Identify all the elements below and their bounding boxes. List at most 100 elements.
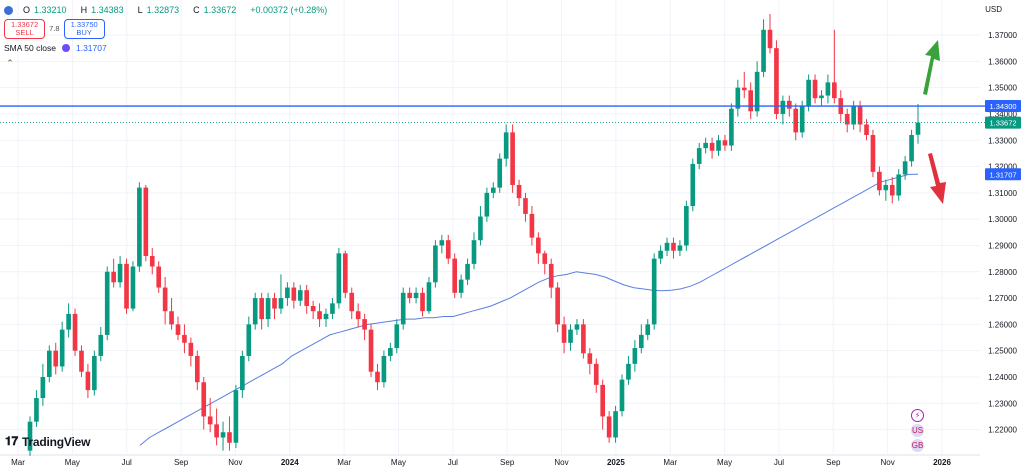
lightning-icon[interactable]: ⚡ xyxy=(911,409,924,422)
candle-body xyxy=(278,298,284,309)
x-tick-label: May xyxy=(391,458,406,467)
x-tick-label: Jul xyxy=(122,458,132,467)
candle-body xyxy=(613,411,618,438)
candle xyxy=(104,266,110,341)
candle xyxy=(111,258,116,288)
y-tick-label: 1.25000 xyxy=(988,347,1017,356)
close-label: C xyxy=(193,5,200,15)
candle xyxy=(285,282,290,306)
candle-body xyxy=(304,290,310,306)
candle xyxy=(548,258,554,299)
collapse-legend-icon[interactable]: ⌃ xyxy=(6,58,14,68)
candle xyxy=(555,282,560,333)
candle-body xyxy=(394,324,400,349)
candle-body xyxy=(452,258,458,293)
candle-body xyxy=(651,258,657,325)
candle xyxy=(877,166,882,196)
candle xyxy=(767,14,773,54)
candle-body xyxy=(896,174,902,196)
annotation-arrows xyxy=(923,40,946,204)
candle-body xyxy=(748,90,754,112)
candle-body xyxy=(413,292,419,299)
candle xyxy=(915,103,921,144)
candle xyxy=(40,363,46,406)
candle-body xyxy=(581,324,586,354)
ohlc-high: H 1.34383 xyxy=(81,4,128,16)
y-tick-label: 1.28000 xyxy=(988,268,1017,277)
candle xyxy=(317,303,322,328)
x-tick-label: Nov xyxy=(881,458,895,467)
candle xyxy=(433,240,438,288)
candle-body xyxy=(259,298,264,320)
candle-body xyxy=(72,313,78,351)
time-axis[interactable]: Mar May Jul Sep Nov 2024 Mar May Jul Sep Nov 2025 Ma… xyxy=(11,458,951,467)
y-tick-label: 1.27000 xyxy=(988,294,1017,303)
candle xyxy=(265,292,271,328)
candle-body xyxy=(349,292,355,312)
candle xyxy=(137,182,142,272)
sma-tag-bg xyxy=(985,168,1021,181)
sell-button[interactable]: 1.33672 SELL xyxy=(4,19,46,39)
currency-label[interactable]: USD xyxy=(985,5,1002,14)
candle-body xyxy=(111,271,116,283)
candle-body xyxy=(175,324,181,335)
candle-body xyxy=(98,334,104,356)
candle xyxy=(291,282,297,309)
candle xyxy=(355,303,361,328)
candle-body xyxy=(85,371,91,391)
candle-body xyxy=(433,245,438,283)
candle-body xyxy=(703,142,708,149)
candle xyxy=(664,237,670,256)
y-tick-label: 1.31000 xyxy=(988,189,1017,198)
buy-button[interactable]: 1.33750 BUY xyxy=(63,19,105,39)
sma-label: SMA 50 close xyxy=(4,43,56,53)
candle-body xyxy=(774,48,779,114)
x-tick-label: Nov xyxy=(554,458,568,467)
candle-body xyxy=(568,329,573,343)
trade-buttons: 1.33672 SELL 7.8 1.33750 BUY xyxy=(4,19,331,39)
x-tick-label: Mar xyxy=(11,458,25,467)
candle-body xyxy=(696,148,702,164)
ohlc-row: O 1.33210 H 1.34383 L 1.32873 C 1.33672 +0.0… xyxy=(4,4,331,16)
candle xyxy=(606,411,612,443)
candle xyxy=(651,253,657,330)
candle-body xyxy=(786,100,792,109)
candle xyxy=(690,158,696,212)
candle-body xyxy=(671,242,676,251)
gb-flag-icon[interactable]: GB xyxy=(911,439,924,452)
candle xyxy=(27,416,33,456)
candle-body xyxy=(677,245,683,251)
candle-body xyxy=(574,324,580,330)
y-tick-label: 1.36000 xyxy=(988,57,1017,66)
candle-body xyxy=(375,371,380,383)
candle xyxy=(909,129,914,167)
candle-body xyxy=(285,287,290,299)
x-tick-label: 2025 xyxy=(607,458,625,467)
candle-body xyxy=(79,350,84,372)
candle-body xyxy=(819,95,824,99)
candle xyxy=(34,390,39,427)
indicator-row[interactable]: SMA 50 close 1.31707 xyxy=(4,42,331,54)
price-axis[interactable]: 1.37000 1.36000 1.35000 1.34000 1.33000 1.320… xyxy=(985,31,1021,435)
candle xyxy=(806,74,811,112)
candle xyxy=(342,250,348,299)
candle-body xyxy=(722,140,728,146)
candle-body xyxy=(548,263,554,288)
candle-body xyxy=(458,279,464,293)
candle-body xyxy=(124,263,129,309)
open-label: O xyxy=(23,5,31,15)
candle xyxy=(349,287,355,320)
sell-label: SELL xyxy=(15,28,34,37)
candle-body xyxy=(478,216,483,241)
level-tag-label: 1.34300 xyxy=(989,102,1016,111)
x-tick-label: Mar xyxy=(337,458,351,467)
us-flag-icon[interactable]: US xyxy=(911,424,924,437)
ohlc-close: C 1.33672 xyxy=(193,4,240,16)
indicator-settings-icon[interactable] xyxy=(61,44,70,52)
y-tick-label: 1.23000 xyxy=(988,399,1017,408)
candle xyxy=(227,416,232,451)
x-tick-label: Sep xyxy=(174,458,189,467)
open-value: 1.33210 xyxy=(34,5,67,15)
candle-body xyxy=(516,184,522,199)
